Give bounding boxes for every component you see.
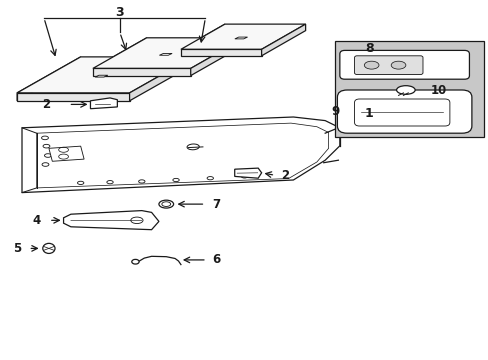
- Text: 2: 2: [42, 98, 50, 111]
- Ellipse shape: [390, 61, 405, 69]
- Polygon shape: [17, 93, 129, 101]
- Polygon shape: [22, 117, 339, 193]
- Polygon shape: [90, 98, 117, 109]
- Polygon shape: [17, 57, 193, 93]
- Polygon shape: [181, 24, 224, 56]
- FancyBboxPatch shape: [354, 56, 422, 75]
- Ellipse shape: [159, 200, 173, 208]
- Polygon shape: [63, 211, 159, 230]
- FancyBboxPatch shape: [339, 50, 468, 79]
- Text: 8: 8: [364, 42, 373, 55]
- Text: 7: 7: [212, 198, 221, 211]
- Polygon shape: [234, 37, 247, 39]
- Text: 5: 5: [13, 242, 21, 255]
- Ellipse shape: [43, 243, 55, 253]
- Polygon shape: [261, 24, 305, 56]
- Text: 1: 1: [364, 107, 373, 120]
- Ellipse shape: [132, 259, 139, 264]
- Polygon shape: [181, 49, 261, 56]
- Ellipse shape: [364, 61, 378, 69]
- Text: 10: 10: [429, 84, 446, 96]
- Polygon shape: [190, 38, 244, 76]
- Polygon shape: [49, 146, 84, 161]
- FancyBboxPatch shape: [354, 99, 449, 126]
- Polygon shape: [93, 38, 244, 68]
- Text: 9: 9: [331, 105, 339, 118]
- Ellipse shape: [396, 86, 414, 94]
- Text: 2: 2: [281, 169, 289, 182]
- Polygon shape: [93, 68, 190, 76]
- Text: 4: 4: [33, 214, 41, 227]
- Polygon shape: [181, 24, 305, 49]
- Polygon shape: [159, 53, 172, 55]
- Text: 6: 6: [212, 253, 221, 266]
- FancyBboxPatch shape: [334, 41, 483, 137]
- Polygon shape: [17, 57, 81, 101]
- Polygon shape: [93, 38, 146, 76]
- Polygon shape: [95, 75, 108, 77]
- FancyBboxPatch shape: [337, 90, 471, 133]
- Polygon shape: [129, 57, 193, 101]
- Polygon shape: [234, 168, 261, 178]
- Text: 3: 3: [115, 6, 124, 19]
